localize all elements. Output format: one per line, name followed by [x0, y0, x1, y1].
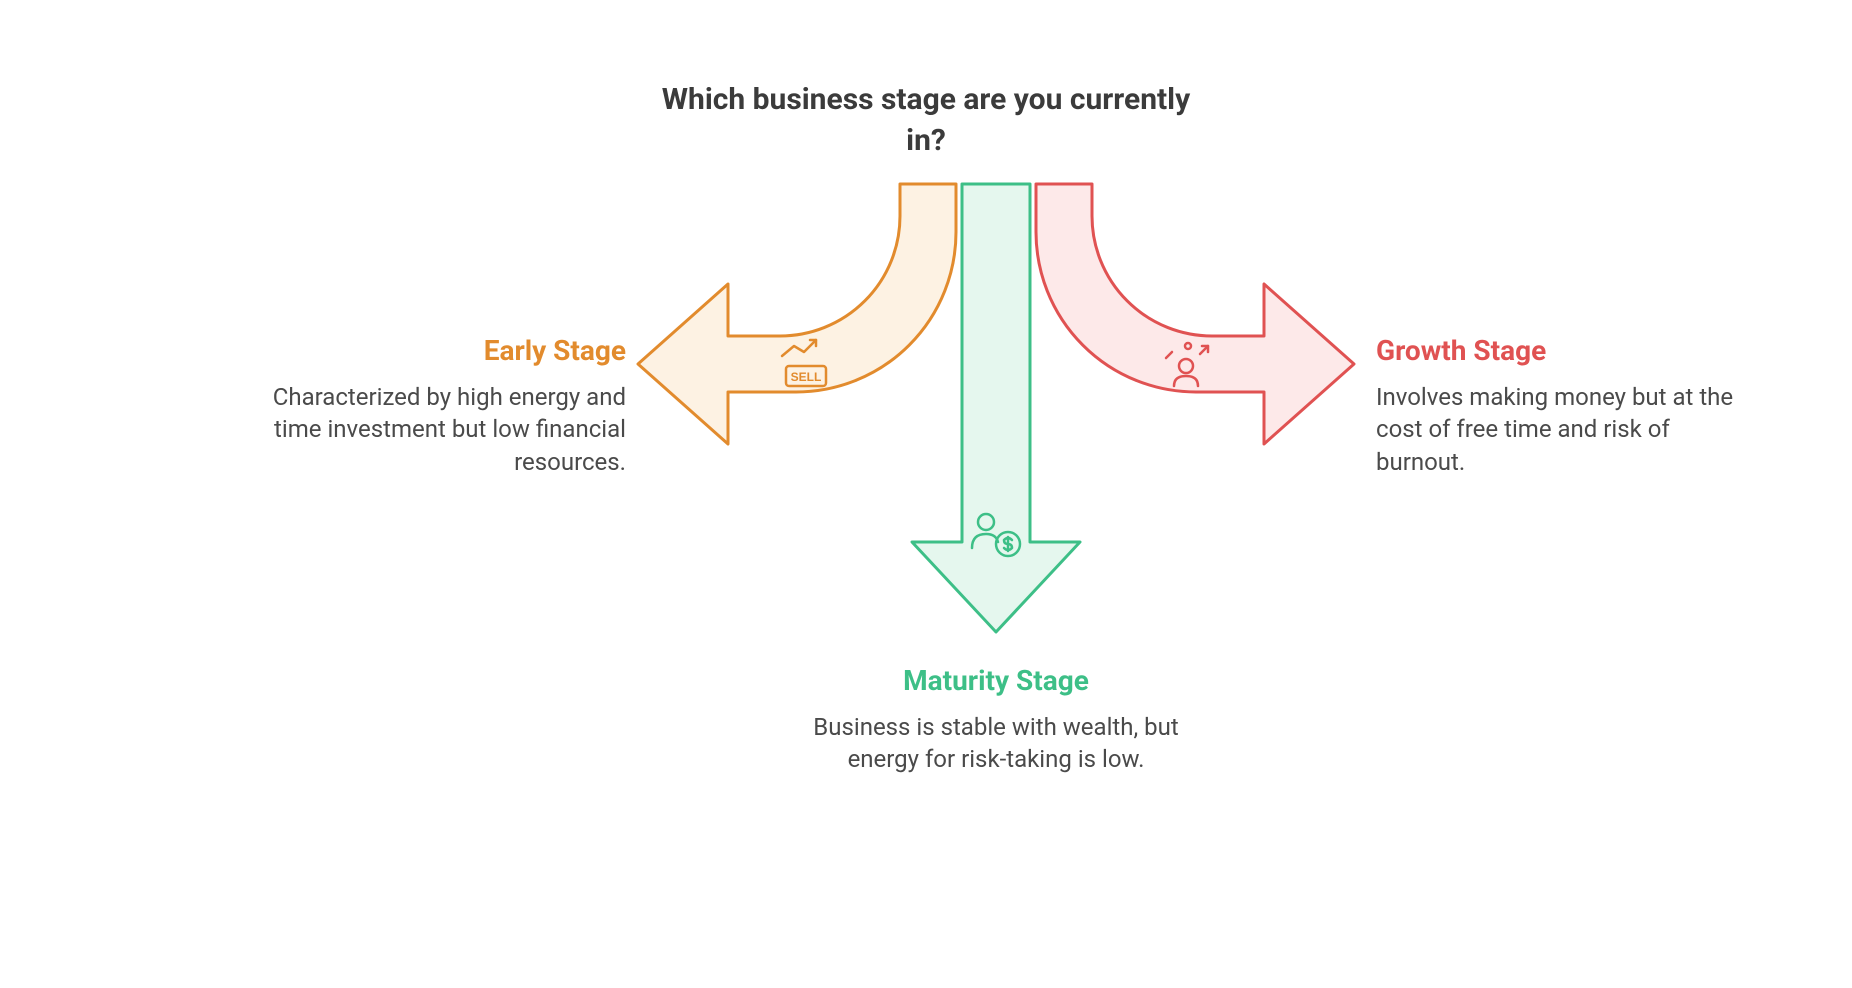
business-stage-diagram: Which business stage are you currently i… [176, 44, 1676, 944]
arrow-left [638, 184, 956, 444]
growth-stage-desc: Involves making money but at the cost of… [1376, 381, 1756, 478]
early-stage-block: Early Stage Characterized by high energy… [246, 334, 626, 478]
person-scatter-icon [1156, 334, 1216, 394]
maturity-stage-desc: Business is stable with wealth, but ener… [806, 711, 1186, 776]
early-stage-desc: Characterized by high energy and time in… [246, 381, 626, 478]
svg-text:SELL: SELL [791, 370, 822, 384]
person-dollar-icon [966, 504, 1026, 564]
maturity-stage-title: Maturity Stage [806, 664, 1186, 697]
sell-growth-icon: SELL [776, 334, 836, 394]
arrow-center [912, 184, 1080, 632]
arrow-right [1036, 184, 1354, 444]
arrow-layer [176, 44, 1676, 944]
maturity-stage-block: Maturity Stage Business is stable with w… [806, 664, 1186, 776]
early-stage-title: Early Stage [246, 334, 626, 367]
growth-stage-block: Growth Stage Involves making money but a… [1376, 334, 1756, 478]
diagram-title: Which business stage are you currently i… [656, 80, 1196, 161]
growth-stage-title: Growth Stage [1376, 334, 1756, 367]
